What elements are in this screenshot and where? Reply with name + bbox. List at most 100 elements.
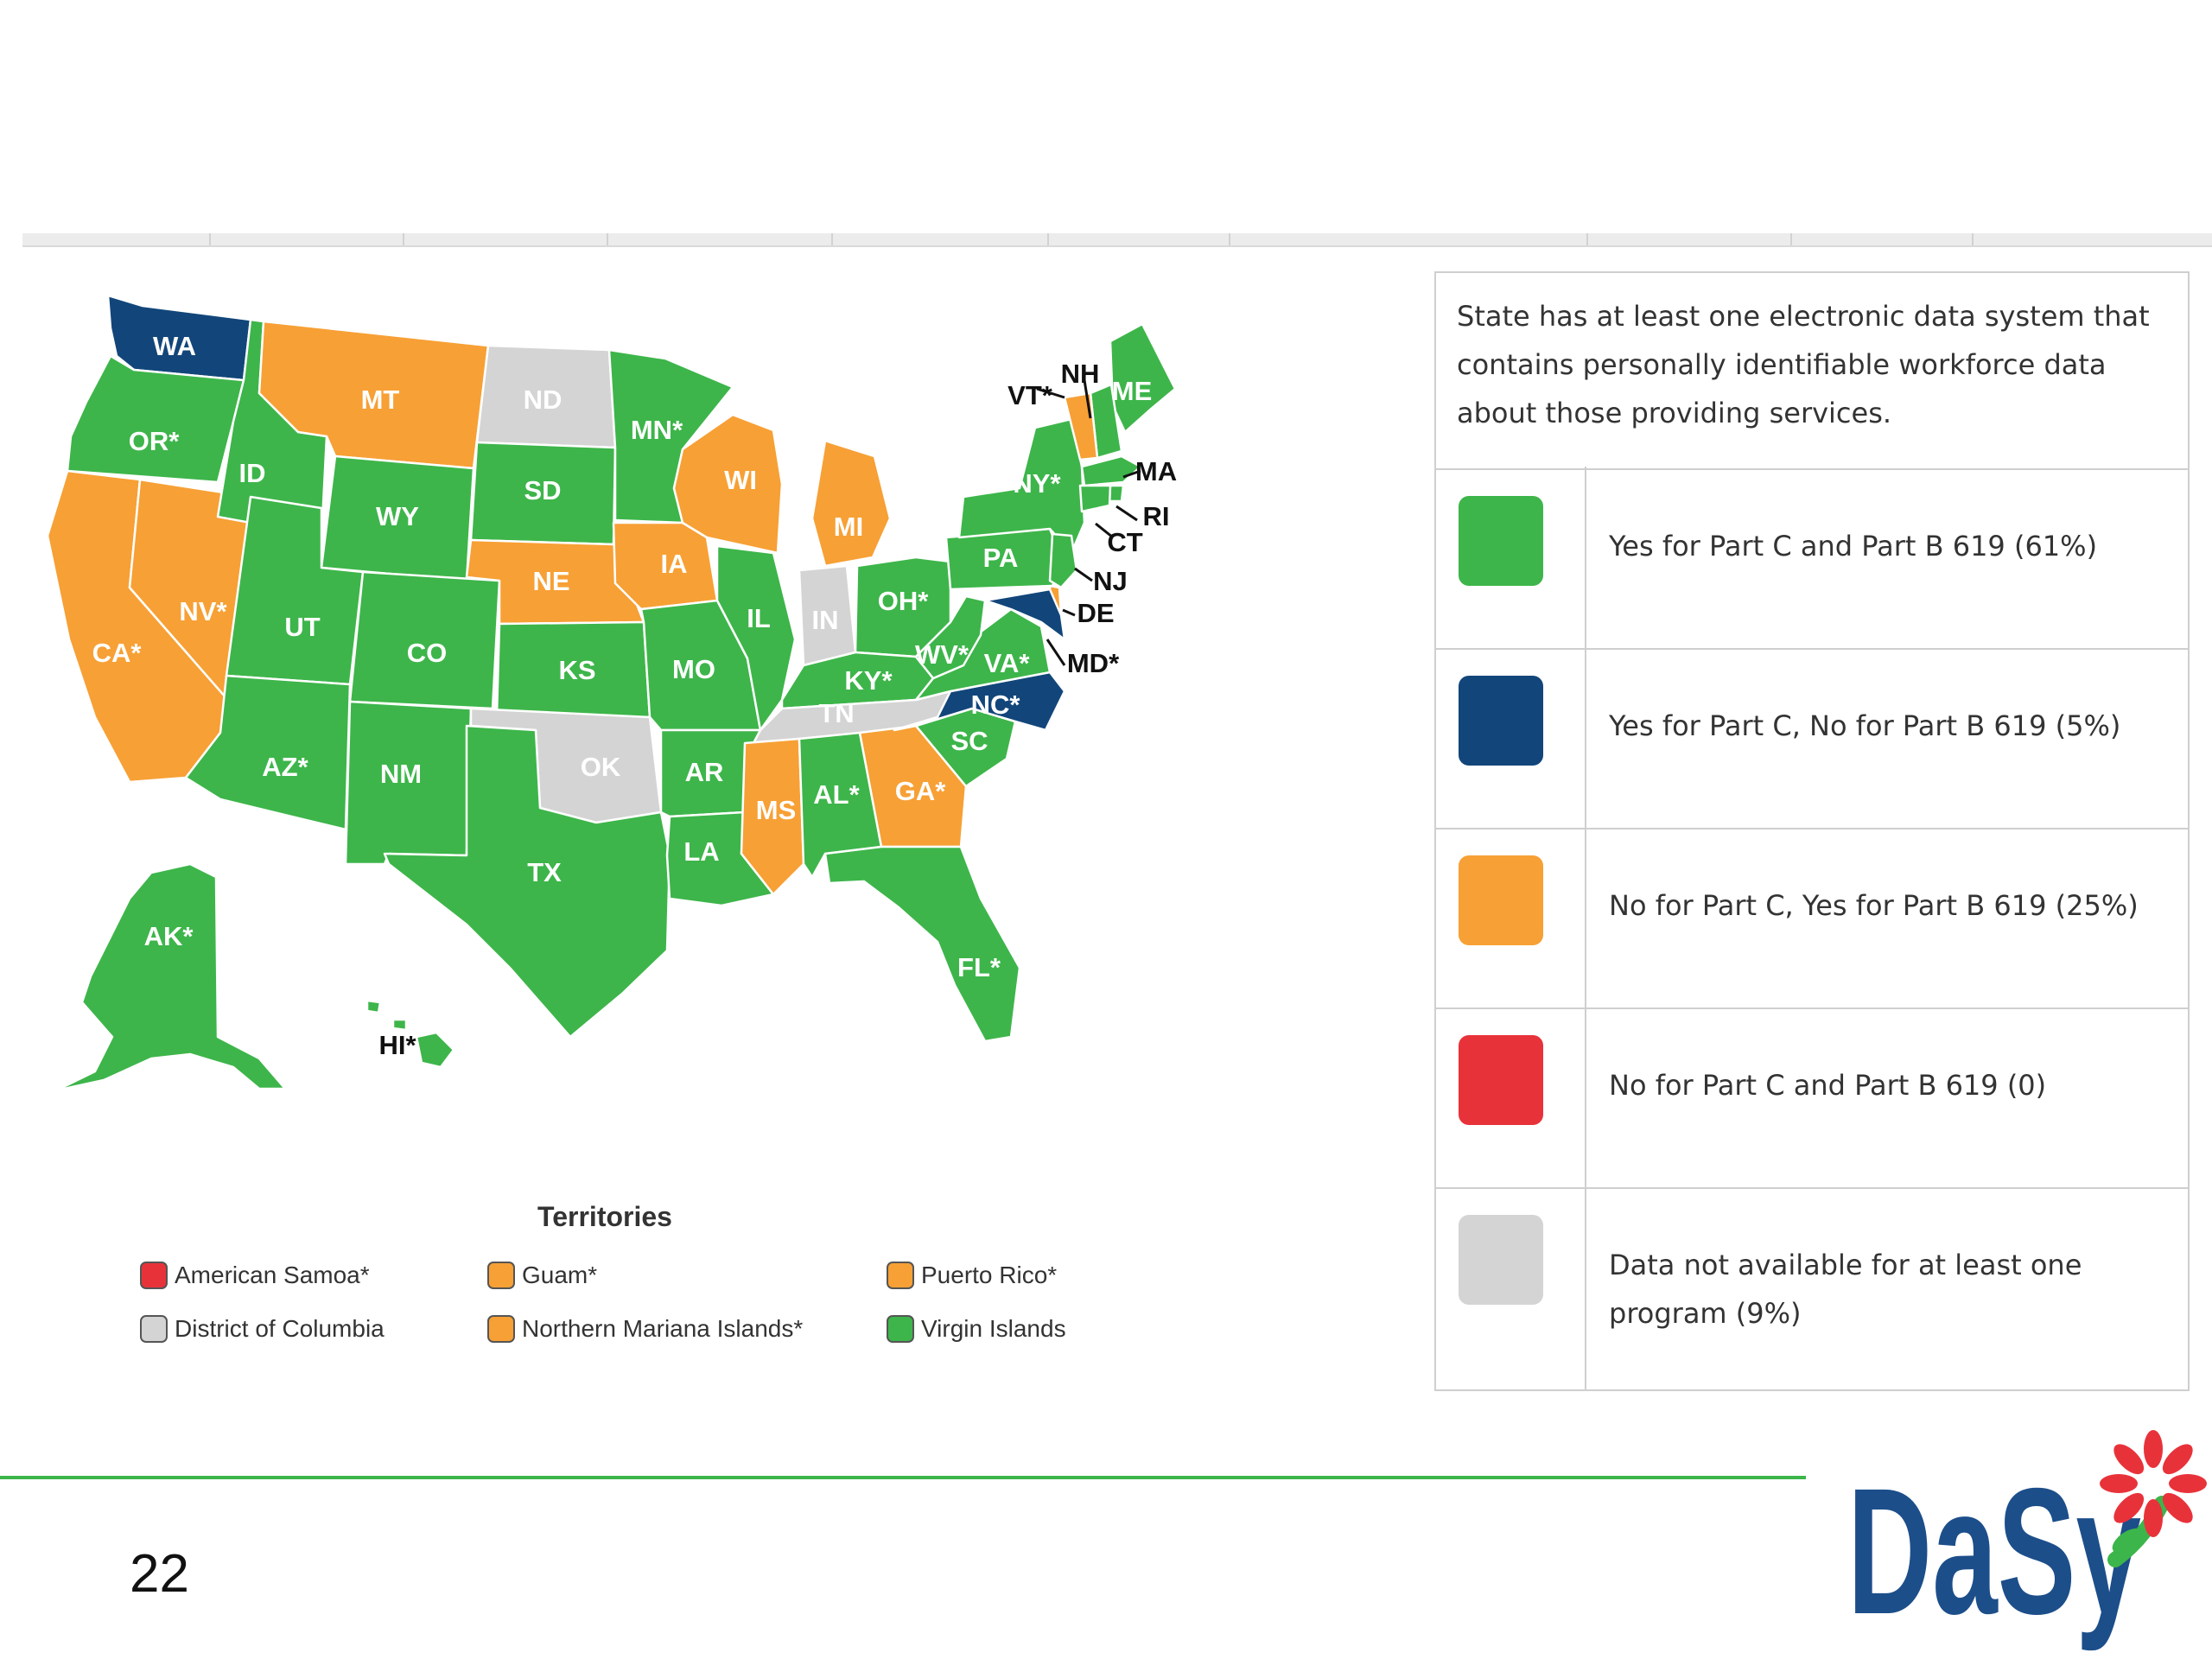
territory-swatch xyxy=(887,1262,914,1289)
territory-swatch xyxy=(487,1315,515,1343)
state-label-ri: RI xyxy=(1143,501,1170,531)
territory-label: Virgin Islands xyxy=(921,1315,1066,1342)
state-label-ca: CA* xyxy=(92,638,143,668)
legend-row: No for Part C, Yes for Part B 619 (25%) xyxy=(1436,828,2188,1007)
state-nc xyxy=(893,671,1066,732)
legend-label: No for Part C and Part B 619 (0) xyxy=(1609,1069,2047,1102)
dasy-logo: DaSy xyxy=(1847,1430,2207,1652)
state-label-vt: VT* xyxy=(1007,380,1053,410)
strip-separator xyxy=(607,233,608,245)
state-label-md: MD* xyxy=(1067,648,1120,678)
state-label-ct: CT xyxy=(1107,527,1142,557)
state-label-nj: NJ xyxy=(1093,566,1128,596)
state-label-mt: MT xyxy=(361,385,400,415)
territory-label: American Samoa* xyxy=(175,1262,370,1288)
state-label-mo: MO xyxy=(672,654,715,684)
legend-title: State has at least one electronic data s… xyxy=(1457,300,2150,429)
territories-legend: Territories American Samoa* District of … xyxy=(130,1201,1080,1365)
legend-divider xyxy=(1585,830,1586,1007)
legend-divider xyxy=(1585,650,1586,828)
legend-label: Yes for Part C and Part B 619 (61%) xyxy=(1609,530,2098,563)
territory-label: Puerto Rico* xyxy=(921,1262,1058,1288)
state-label-il: IL xyxy=(747,603,771,633)
state-label-wv: WV* xyxy=(915,639,969,670)
state-label-sc: SC xyxy=(950,726,988,756)
state-label-nh: NH xyxy=(1061,359,1100,389)
territory-swatch xyxy=(887,1315,914,1343)
state-label-mi: MI xyxy=(834,512,863,542)
state-label-wi: WI xyxy=(724,465,757,495)
state-label-in: IN xyxy=(812,605,839,635)
state-label-ar: AR xyxy=(685,757,724,787)
state-label-nd: ND xyxy=(524,385,563,415)
state-ma xyxy=(1080,454,1142,487)
state-label-nm: NM xyxy=(380,759,422,789)
state-label-nc: NC* xyxy=(971,690,1021,720)
state-tx xyxy=(383,724,671,1039)
territories-title: Territories xyxy=(537,1201,672,1232)
state-label-id: ID xyxy=(239,458,266,488)
territory-item: Guam* xyxy=(487,1258,597,1293)
strip-separator xyxy=(1229,233,1230,245)
state-label-oh: OH* xyxy=(878,586,930,616)
legend-swatch xyxy=(1459,676,1543,766)
state-ak xyxy=(57,862,287,1089)
legend-swatch xyxy=(1459,1215,1543,1305)
legend-table: State has at least one electronic data s… xyxy=(1434,271,2190,1391)
strip-separator xyxy=(209,233,211,245)
state-label-de: DE xyxy=(1077,598,1114,628)
footer-rule xyxy=(0,1476,1806,1479)
territory-label: Northern Mariana Islands* xyxy=(522,1315,804,1342)
state-label-or: OR* xyxy=(129,426,181,456)
strip-separator xyxy=(831,233,833,245)
state-label-pa: PA xyxy=(983,543,1019,573)
state-fl xyxy=(823,845,1021,1043)
territory-swatch xyxy=(140,1315,168,1343)
state-label-hi: HI* xyxy=(378,1030,416,1060)
legend-row: Data not available for at least one prog… xyxy=(1436,1187,2188,1389)
state-label-me: ME xyxy=(1112,376,1153,406)
territory-label: Guam* xyxy=(522,1262,598,1288)
state-label-sd: SD xyxy=(524,475,561,505)
territory-item: Puerto Rico* xyxy=(887,1258,1057,1293)
state-label-ia: IA xyxy=(661,549,688,579)
strip-separator xyxy=(403,233,404,245)
legend-divider xyxy=(1585,1189,1586,1389)
state-label-ne: NE xyxy=(532,566,569,596)
territory-item: Northern Mariana Islands* xyxy=(487,1312,803,1346)
state-label-az: AZ* xyxy=(262,752,308,782)
state-label-ny: NY* xyxy=(1013,468,1061,499)
state-label-wa: WA xyxy=(153,331,196,361)
state-label-ut: UT xyxy=(284,612,320,642)
svg-text:DaSy: DaSy xyxy=(1847,1452,2141,1652)
state-label-fl: FL* xyxy=(957,952,1001,982)
state-il xyxy=(715,544,797,732)
state-wi xyxy=(672,413,784,555)
strip-separator xyxy=(1972,233,1974,245)
legend-divider xyxy=(1585,470,1586,648)
state-or xyxy=(66,354,245,484)
state-label-ma: MA xyxy=(1135,456,1177,486)
legend-swatch xyxy=(1459,855,1543,945)
legend-row: No for Part C and Part B 619 (0) xyxy=(1436,1007,2188,1187)
state-hi xyxy=(365,999,455,1069)
state-nj xyxy=(1048,532,1078,589)
state-label-va: VA* xyxy=(984,648,1031,678)
legend-row: Yes for Part C and Part B 619 (61%) xyxy=(1436,468,2188,648)
state-ri xyxy=(1108,484,1125,503)
legend-label: Data not available for at least one prog… xyxy=(1609,1249,2082,1330)
legend-swatch xyxy=(1459,496,1543,586)
state-label-mn: MN* xyxy=(631,415,683,445)
state-label-ga: GA* xyxy=(895,776,947,806)
strip-separator xyxy=(1790,233,1792,245)
state-label-ks: KS xyxy=(558,655,595,685)
state-label-co: CO xyxy=(407,638,448,668)
state-label-nv: NV* xyxy=(179,596,227,626)
state-label-ky: KY* xyxy=(844,665,893,696)
flower-icon xyxy=(2100,1430,2207,1537)
legend-divider xyxy=(1585,1009,1586,1187)
state-label-tx: TX xyxy=(527,857,562,887)
state-wv xyxy=(914,594,987,680)
territory-item: Virgin Islands xyxy=(887,1312,1066,1346)
territory-item: American Samoa* xyxy=(140,1258,370,1293)
